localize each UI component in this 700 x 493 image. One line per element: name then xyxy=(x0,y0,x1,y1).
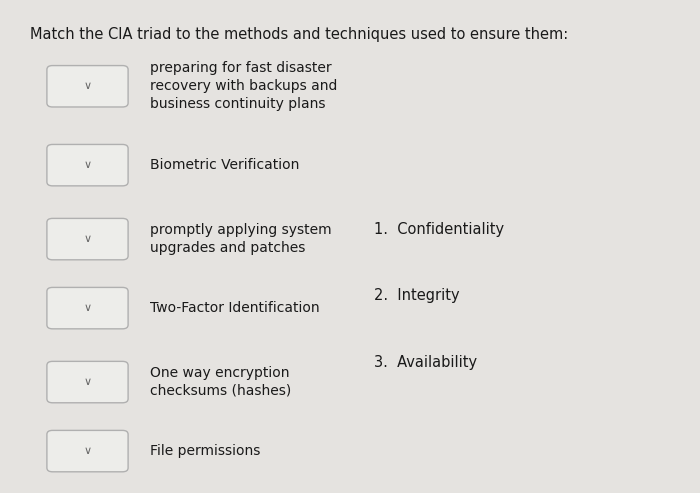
Text: ∨: ∨ xyxy=(83,81,92,91)
Text: One way encryption
checksums (hashes): One way encryption checksums (hashes) xyxy=(150,366,292,398)
Text: 2.  Integrity: 2. Integrity xyxy=(374,288,460,303)
Text: Two-Factor Identification: Two-Factor Identification xyxy=(150,301,320,315)
Text: ∨: ∨ xyxy=(83,160,92,170)
Text: 3.  Availability: 3. Availability xyxy=(374,355,477,370)
FancyBboxPatch shape xyxy=(47,361,128,403)
Text: Match the CIA triad to the methods and techniques used to ensure them:: Match the CIA triad to the methods and t… xyxy=(30,27,568,42)
FancyBboxPatch shape xyxy=(47,66,128,107)
Text: ∨: ∨ xyxy=(83,446,92,456)
Text: ∨: ∨ xyxy=(83,303,92,313)
FancyBboxPatch shape xyxy=(47,430,128,472)
FancyBboxPatch shape xyxy=(47,144,128,186)
Text: promptly applying system
upgrades and patches: promptly applying system upgrades and pa… xyxy=(150,223,332,255)
Text: ∨: ∨ xyxy=(83,377,92,387)
FancyBboxPatch shape xyxy=(47,287,128,329)
Text: File permissions: File permissions xyxy=(150,444,261,458)
Text: preparing for fast disaster
recovery with backups and
business continuity plans: preparing for fast disaster recovery wit… xyxy=(150,62,338,111)
Text: ∨: ∨ xyxy=(83,234,92,244)
FancyBboxPatch shape xyxy=(47,218,128,260)
Text: Biometric Verification: Biometric Verification xyxy=(150,158,300,172)
Text: 1.  Confidentiality: 1. Confidentiality xyxy=(374,222,505,237)
